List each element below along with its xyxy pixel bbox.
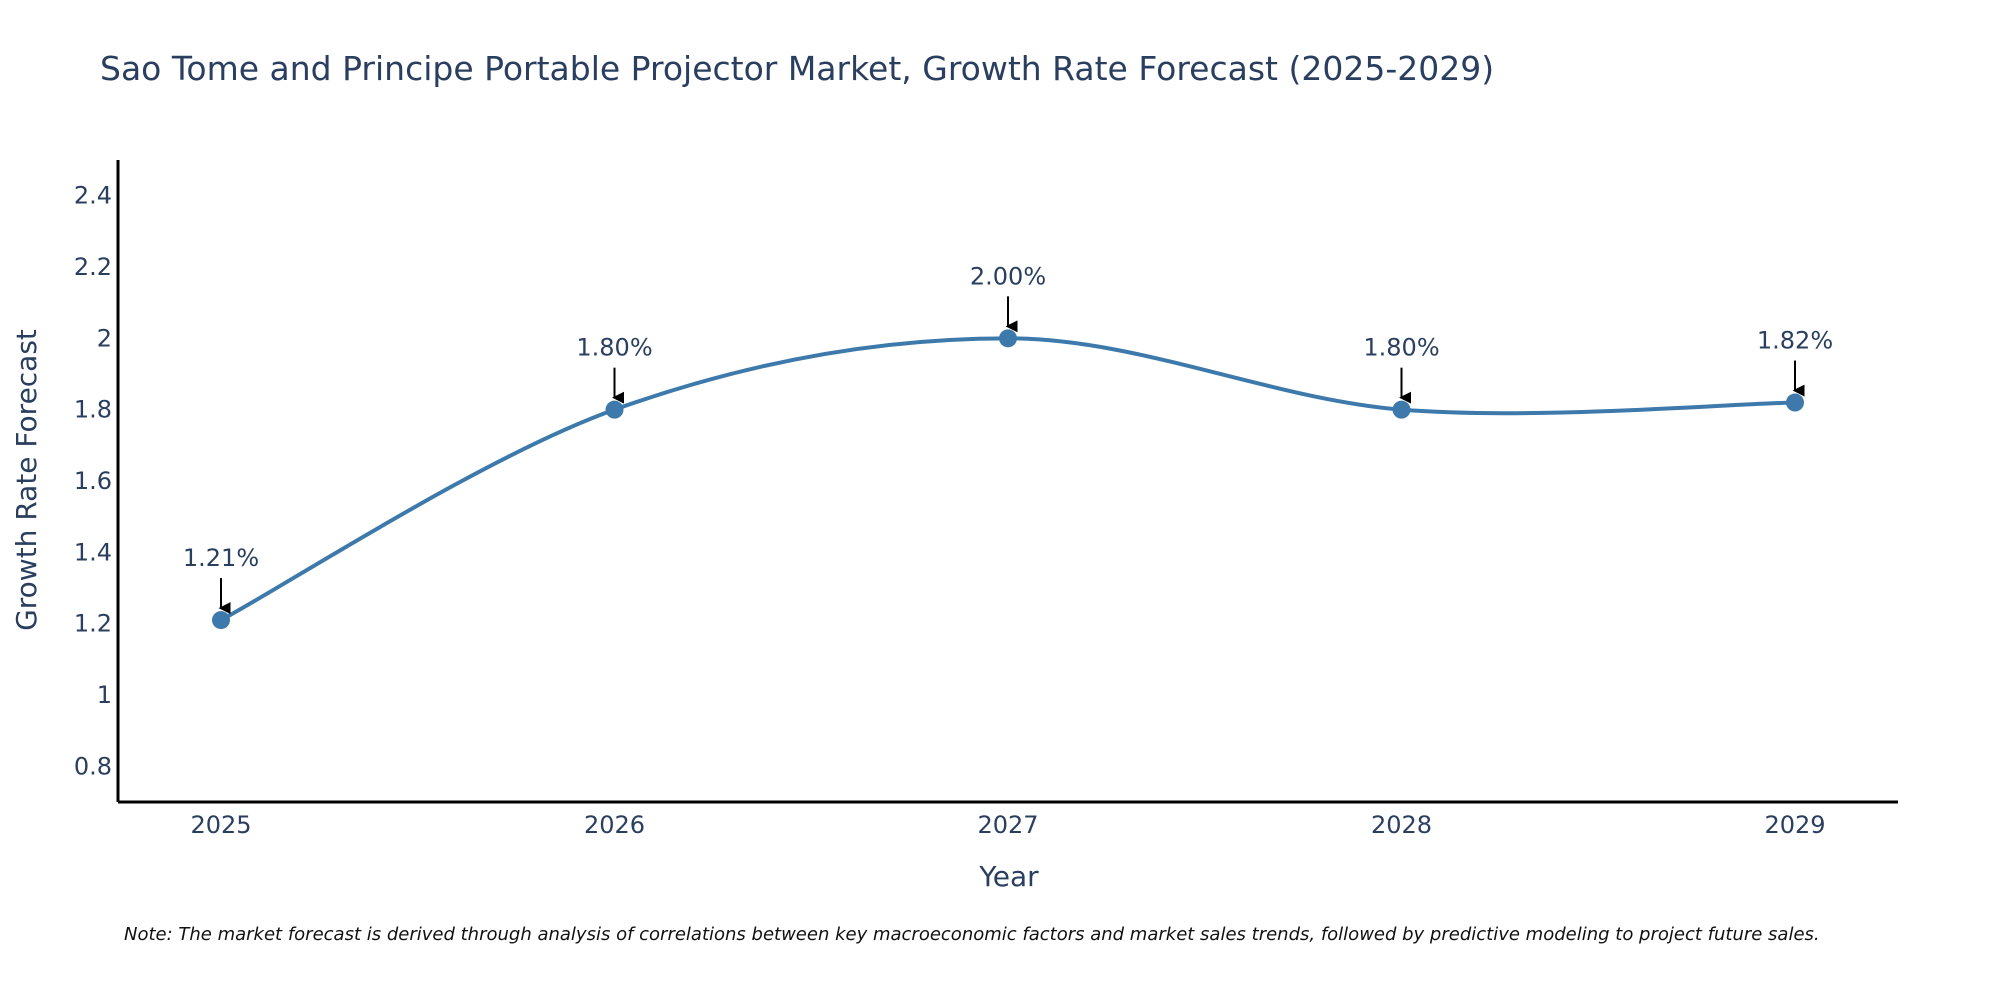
y-tick-label: 1.8 <box>74 396 112 424</box>
y-axis-ticks: 0.8 1 1.2 1.4 1.6 1.8 2 2.2 2.4 <box>74 182 112 781</box>
y-tick-label: 1.4 <box>74 538 112 566</box>
data-label: 1.21% <box>183 544 259 572</box>
x-tick-label: 2026 <box>584 811 645 839</box>
footnote-note: Note: The market forecast is derived thr… <box>124 924 1820 945</box>
data-label: 2.00% <box>970 262 1046 290</box>
y-tick-label: 1.2 <box>74 610 112 638</box>
data-point-marker <box>1786 393 1804 412</box>
y-axis-title: Growth Rate Forecast <box>10 329 43 631</box>
x-tick-label: 2027 <box>977 811 1038 839</box>
y-tick-label: 0.8 <box>74 752 112 780</box>
series-line-growth-rate <box>220 336 1796 622</box>
y-tick-label: 1 <box>97 681 112 709</box>
data-label: 1.80% <box>1363 334 1439 362</box>
data-point-marker <box>212 611 230 630</box>
x-axis-ticks: 2025 2026 2027 2028 2029 <box>190 811 1825 839</box>
data-point-marker <box>1392 400 1411 419</box>
data-label: 1.82% <box>1757 327 1833 355</box>
x-tick-label: 2029 <box>1764 811 1825 839</box>
y-tick-label: 2.2 <box>74 253 112 281</box>
data-annotations: 1.21% 1.80% 2.00% 1.80% 1.82% <box>183 262 1833 615</box>
x-axis-title: Year <box>978 860 1039 893</box>
y-tick-label: 2 <box>97 324 112 352</box>
chart-title: Sao Tome and Principe Portable Projector… <box>100 49 1494 88</box>
y-tick-label: 2.4 <box>74 182 112 210</box>
y-tick-label: 1.6 <box>74 467 112 495</box>
data-label: 1.80% <box>576 334 652 362</box>
x-tick-label: 2025 <box>190 811 251 839</box>
x-tick-label: 2028 <box>1371 811 1432 839</box>
data-point-marker <box>999 329 1017 348</box>
series-markers <box>212 329 1804 630</box>
data-point-marker <box>605 400 624 419</box>
